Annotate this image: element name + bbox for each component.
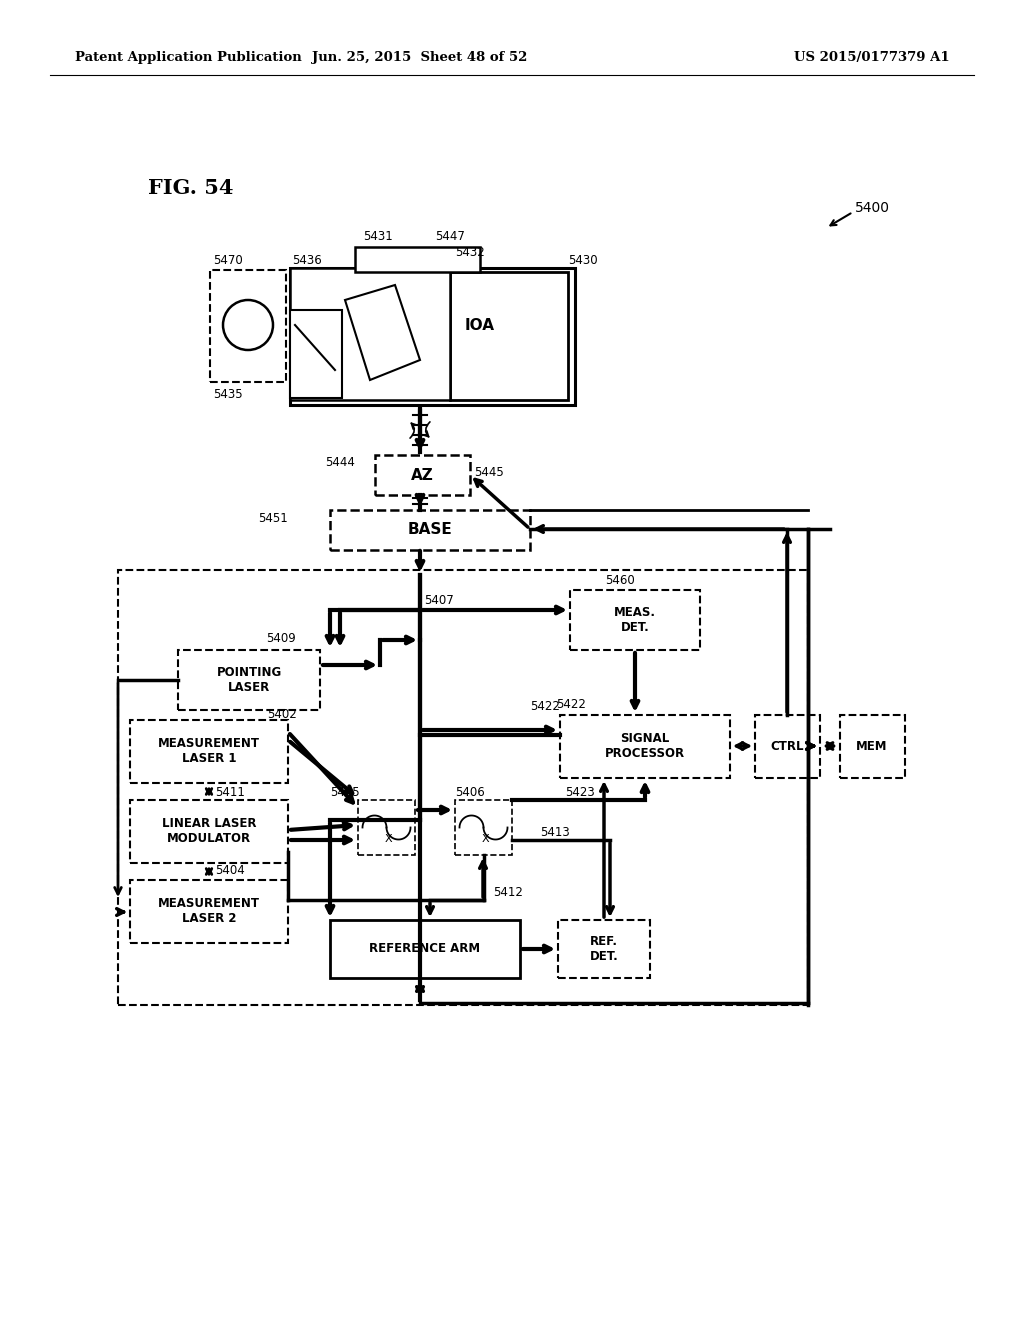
Bar (755, 715, 820, 777)
Text: Jun. 25, 2015  Sheet 48 of 52: Jun. 25, 2015 Sheet 48 of 52 (312, 51, 527, 65)
Text: 5460: 5460 (605, 573, 635, 586)
Text: 5404: 5404 (215, 865, 245, 878)
Text: Patent Application Publication: Patent Application Publication (75, 51, 302, 65)
Bar (118, 570, 808, 1005)
Bar (358, 800, 415, 855)
Text: X: X (481, 834, 489, 845)
Text: 5432: 5432 (455, 246, 484, 259)
Text: 5422: 5422 (530, 700, 560, 713)
Text: 5411: 5411 (215, 785, 245, 799)
Text: MEASUREMENT
LASER 2: MEASUREMENT LASER 2 (158, 898, 260, 925)
Text: AZ: AZ (411, 467, 433, 483)
Text: MEASUREMENT
LASER 1: MEASUREMENT LASER 1 (158, 737, 260, 766)
Text: LINEAR LASER
MODULATOR: LINEAR LASER MODULATOR (162, 817, 256, 845)
Text: 5402: 5402 (267, 708, 297, 721)
Text: FIG. 54: FIG. 54 (148, 178, 233, 198)
Bar (178, 649, 319, 710)
Text: 5400: 5400 (855, 201, 890, 215)
Text: X: X (385, 834, 392, 845)
Text: MEAS.
DET.: MEAS. DET. (614, 606, 656, 634)
Text: 5406: 5406 (455, 785, 484, 799)
Text: IOA: IOA (465, 318, 495, 333)
Text: 5445: 5445 (474, 466, 504, 479)
Bar (330, 510, 530, 550)
Bar (210, 271, 286, 381)
Text: 5409: 5409 (266, 631, 296, 644)
Bar (290, 268, 450, 400)
Text: 5436: 5436 (292, 255, 322, 268)
Bar (290, 268, 575, 405)
Bar (355, 247, 480, 272)
Text: 5423: 5423 (565, 787, 595, 800)
Bar (130, 880, 288, 942)
Text: REF.
DET.: REF. DET. (590, 935, 618, 964)
Text: 5447: 5447 (435, 231, 465, 243)
Text: 5422: 5422 (556, 698, 586, 711)
Text: US 2015/0177379 A1: US 2015/0177379 A1 (795, 51, 950, 65)
Bar (290, 310, 342, 399)
Bar (560, 715, 730, 777)
Text: 5405: 5405 (330, 785, 359, 799)
Bar (130, 800, 288, 863)
Text: 5431: 5431 (362, 231, 393, 243)
Text: POINTING
LASER: POINTING LASER (216, 667, 282, 694)
Text: 5451: 5451 (258, 511, 288, 524)
Bar (375, 455, 470, 495)
Bar (450, 272, 568, 400)
Text: SIGNAL
PROCESSOR: SIGNAL PROCESSOR (605, 733, 685, 760)
Text: REFERENCE ARM: REFERENCE ARM (370, 942, 480, 956)
Text: MEM: MEM (856, 739, 888, 752)
Bar (558, 920, 650, 978)
Bar (840, 715, 905, 777)
Text: 5407: 5407 (424, 594, 454, 606)
Text: BASE: BASE (408, 523, 453, 537)
Bar (130, 719, 288, 783)
Text: 5430: 5430 (568, 253, 598, 267)
Text: 5444: 5444 (325, 455, 355, 469)
Text: 5435: 5435 (213, 388, 243, 401)
Bar (455, 800, 512, 855)
Text: 5413: 5413 (540, 826, 569, 840)
Bar (330, 920, 520, 978)
Text: 5412: 5412 (493, 886, 523, 899)
Text: 5470: 5470 (213, 255, 243, 268)
Bar (570, 590, 700, 649)
Text: CTRL: CTRL (770, 739, 804, 752)
